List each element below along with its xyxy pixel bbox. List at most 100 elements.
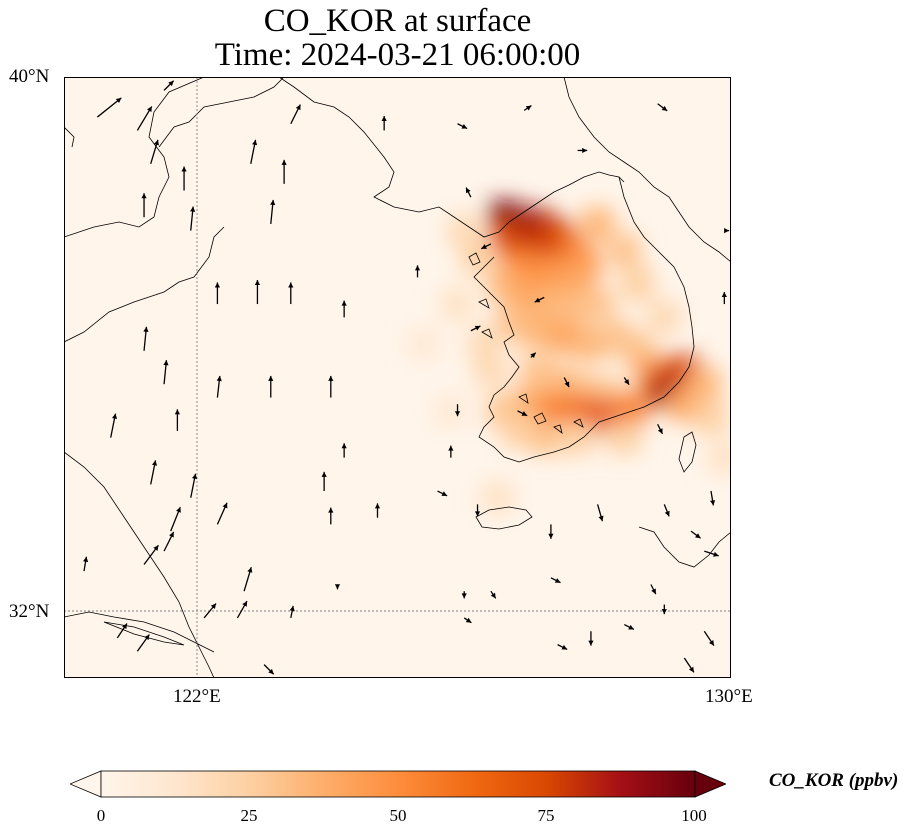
wind-arrow bbox=[328, 507, 334, 525]
wind-arrow bbox=[596, 504, 604, 522]
coastline-bohai-west bbox=[64, 126, 75, 148]
colorbar-tick-50: 50 bbox=[389, 806, 407, 825]
map-panel[interactable] bbox=[64, 77, 731, 678]
wind-arrow bbox=[530, 352, 537, 359]
colorbar-min-extension bbox=[70, 770, 102, 798]
coastline-jiangsu bbox=[64, 451, 215, 678]
wind-arrow bbox=[110, 413, 118, 438]
wind-arrow bbox=[557, 644, 568, 650]
coastline-islands-west bbox=[468, 252, 493, 339]
colorbar-tick-75: 75 bbox=[537, 806, 555, 825]
field-cell bbox=[548, 368, 581, 401]
wind-arrow bbox=[721, 292, 727, 305]
wind-arrow bbox=[254, 280, 261, 305]
wind-arrow bbox=[623, 377, 630, 386]
field-cell bbox=[581, 207, 614, 240]
wind-arrow bbox=[437, 490, 448, 497]
field-cell bbox=[494, 308, 527, 341]
wind-arrow bbox=[623, 623, 635, 630]
wind-arrow bbox=[650, 584, 657, 595]
wind-arrow bbox=[83, 556, 89, 572]
coastline-islands-sw bbox=[518, 393, 584, 434]
wind-arrow bbox=[289, 605, 295, 619]
map-border bbox=[64, 77, 731, 678]
wind-arrow bbox=[288, 282, 294, 305]
wind-arrow bbox=[534, 296, 545, 303]
wind-arrow bbox=[474, 504, 481, 517]
wind-arrow bbox=[216, 375, 222, 398]
wind-arrow bbox=[236, 600, 248, 619]
field-cell bbox=[648, 301, 681, 334]
wind-arrow bbox=[341, 443, 347, 458]
wind-arrow bbox=[174, 409, 180, 431]
field-cell bbox=[548, 321, 581, 354]
wind-arrow bbox=[243, 567, 253, 592]
colorbar-tick-0: 0 bbox=[96, 806, 106, 825]
wind-arrow bbox=[657, 423, 664, 435]
coastline-north-korea-east bbox=[563, 77, 731, 263]
wind-arrow bbox=[523, 105, 532, 111]
wind-arrow bbox=[381, 116, 387, 131]
wind-arrow bbox=[490, 590, 497, 599]
wind-arrow bbox=[163, 80, 175, 91]
coastline-liaodong-peninsula bbox=[158, 77, 285, 148]
map-canvas[interactable] bbox=[64, 77, 731, 678]
lat-tick-40: 40°N bbox=[9, 66, 50, 87]
wind-arrow bbox=[457, 123, 468, 130]
field-cell bbox=[508, 281, 541, 314]
field-cell bbox=[528, 227, 561, 260]
wind-arrow bbox=[190, 206, 196, 231]
field-cell bbox=[574, 328, 607, 361]
colorbar-label: CO_KOR (ppbv) bbox=[769, 770, 899, 791]
wind-arrow bbox=[281, 159, 287, 184]
wind-arrow bbox=[96, 97, 122, 118]
wind-arrow bbox=[663, 504, 670, 517]
wind-arrow bbox=[268, 375, 274, 398]
lon-tick-130: 130°E bbox=[705, 686, 753, 707]
coastline-tsushima bbox=[678, 431, 697, 473]
wind-arrow bbox=[250, 139, 258, 164]
lat-tick-32: 32°N bbox=[9, 601, 50, 622]
title-line-1: CO_KOR at surface bbox=[263, 3, 532, 39]
coastline-north-korea-west bbox=[278, 77, 500, 238]
wind-arrow bbox=[190, 473, 198, 498]
colorbar bbox=[70, 770, 726, 798]
wind-arrow bbox=[143, 326, 149, 351]
coastline-yangtze-island bbox=[103, 621, 185, 646]
coastline-yangtze-mouth bbox=[64, 611, 215, 653]
gridlines bbox=[64, 77, 731, 678]
co-concentration-field bbox=[408, 201, 731, 514]
coastline-korea-south bbox=[568, 176, 695, 448]
coastline-korea-west bbox=[473, 171, 625, 463]
wind-arrow bbox=[724, 227, 730, 234]
wind-arrow bbox=[150, 139, 159, 164]
field-cell bbox=[408, 328, 441, 361]
map-background bbox=[64, 77, 731, 678]
field-cell bbox=[614, 394, 647, 427]
wind-arrow bbox=[563, 377, 570, 388]
wind-arrow bbox=[577, 147, 588, 154]
wind-arrow bbox=[548, 524, 554, 539]
wind-arrow bbox=[661, 604, 667, 615]
field-cell bbox=[521, 314, 554, 347]
colorbar-max-extension bbox=[694, 770, 726, 798]
wind-arrow bbox=[290, 104, 301, 125]
wind-arrow bbox=[216, 502, 228, 525]
wind-arrow bbox=[465, 187, 472, 198]
wind-arrow bbox=[710, 490, 716, 506]
wind-arrow bbox=[116, 623, 128, 639]
wind-arrow bbox=[136, 634, 150, 652]
map-title: CO_KOR at surface Time: 2024-03-21 06:00… bbox=[64, 4, 731, 72]
wind-arrow bbox=[657, 103, 668, 112]
field-cell bbox=[608, 234, 641, 267]
wind-arrow bbox=[321, 471, 327, 492]
wind-arrow bbox=[463, 617, 472, 624]
field-cell bbox=[554, 294, 587, 327]
wind-arrow bbox=[334, 584, 341, 590]
wind-arrow bbox=[550, 577, 561, 584]
field-cell bbox=[514, 388, 547, 421]
wind-arrow bbox=[181, 166, 187, 191]
wind-arrow bbox=[683, 657, 695, 673]
wind-arrow bbox=[690, 530, 701, 539]
wind-arrow bbox=[374, 503, 381, 518]
